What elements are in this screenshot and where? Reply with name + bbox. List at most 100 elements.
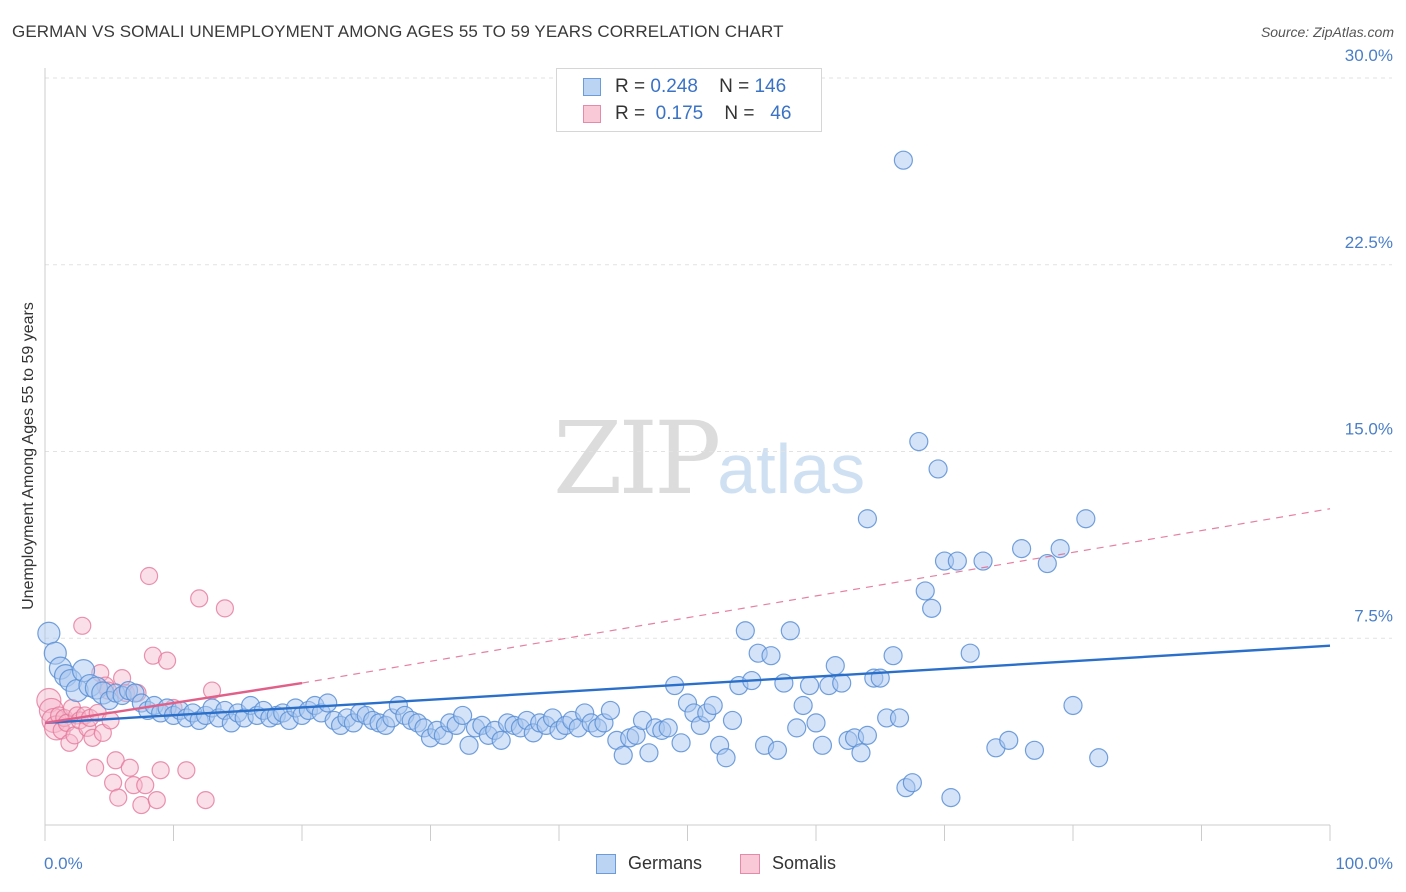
somali-point	[151, 761, 170, 780]
x-tick-label-max: 100.0%	[1335, 854, 1393, 873]
german-point	[960, 643, 980, 663]
somali-point	[190, 589, 209, 608]
german-point	[909, 431, 929, 452]
somali-point	[136, 776, 155, 795]
german-point	[851, 743, 871, 763]
germans-n-value: 146	[754, 76, 787, 97]
somali-point	[177, 761, 196, 780]
german-point	[793, 695, 813, 716]
german-point	[639, 743, 659, 763]
german-point	[973, 551, 993, 571]
grid-layer	[45, 77, 1392, 639]
somali-point	[86, 758, 105, 777]
german-point	[1089, 748, 1109, 768]
somali-point	[106, 751, 125, 770]
german-point	[799, 675, 820, 696]
somali-point	[132, 795, 151, 815]
legend-somalis-text: R = 0.175 N = 46	[615, 103, 791, 125]
german-point	[613, 745, 633, 765]
german-point	[832, 673, 852, 693]
legend-germans-text: R = 0.248 N = 146	[615, 76, 786, 98]
german-point	[453, 705, 473, 726]
somali-point	[196, 790, 215, 810]
trend-layer	[44, 508, 1331, 725]
german-point	[716, 748, 736, 768]
germans-n-label: N =	[719, 76, 750, 97]
german-point	[1050, 539, 1070, 559]
germans-legend-label: Germans	[628, 853, 703, 873]
y-tick-label: 7.5%	[1354, 606, 1393, 625]
german-point	[902, 773, 922, 793]
german-point	[703, 695, 723, 716]
german-point	[1037, 553, 1057, 574]
somali-point	[83, 728, 102, 747]
german-point	[491, 730, 511, 750]
german-point	[600, 700, 621, 721]
somalis-swatch	[583, 105, 601, 123]
german-point	[787, 718, 807, 738]
german-point	[1024, 740, 1045, 760]
y-tick-label: 30.0%	[1345, 46, 1393, 65]
watermark-main: ZIP	[553, 400, 721, 517]
somalis-n-label: N =	[724, 103, 755, 124]
somali-point	[73, 616, 92, 635]
german-point	[857, 725, 878, 745]
german-point	[671, 733, 691, 753]
german-point	[928, 459, 948, 479]
german-point	[774, 673, 794, 693]
somali-point	[143, 646, 163, 665]
axis-layer	[44, 68, 1331, 841]
somalis-legend-label: Somalis	[772, 853, 837, 873]
german-point	[806, 713, 826, 733]
german-points-layer	[37, 150, 1109, 808]
german-point	[1076, 509, 1096, 529]
x-tick-label-min: 0.0%	[44, 854, 83, 873]
german-point	[767, 740, 788, 760]
german-point	[999, 730, 1019, 750]
german-point	[459, 735, 479, 755]
germans-r-label: R =	[615, 76, 646, 97]
german-point	[658, 718, 678, 738]
german-point	[947, 551, 967, 571]
german-point	[922, 598, 942, 618]
somalis-n-value: 46	[770, 103, 792, 124]
german-point	[857, 509, 878, 529]
somalis-r-label: R =	[615, 103, 646, 124]
german-point	[318, 693, 338, 713]
somali-trend-extension	[301, 508, 1331, 684]
german-trend-line	[44, 644, 1331, 725]
somali-point	[157, 651, 177, 670]
german-point	[893, 150, 913, 170]
german-point	[825, 656, 845, 676]
somali-point	[147, 790, 166, 810]
germans-legend-swatch	[596, 854, 616, 874]
y-tick-label: 22.5%	[1345, 233, 1393, 252]
somali-point	[215, 599, 234, 618]
german-point	[780, 621, 800, 641]
watermark: ZIPatlas	[553, 400, 865, 517]
chart-title: GERMAN VS SOMALI UNEMPLOYMENT AMONG AGES…	[12, 22, 784, 41]
somali-point	[139, 566, 159, 586]
somali-point	[109, 788, 128, 807]
germans-swatch	[583, 78, 601, 96]
german-point	[735, 621, 755, 641]
german-point	[1063, 695, 1083, 716]
watermark-sub: atlas	[717, 430, 866, 508]
german-point	[889, 708, 910, 728]
somali-point	[36, 687, 62, 714]
german-point	[883, 646, 903, 666]
germans-r-value: 0.248	[650, 76, 698, 97]
somali-trend-line	[44, 681, 303, 725]
german-point	[915, 581, 935, 601]
somalis-r-value: 0.175	[655, 103, 704, 124]
y-tick-label: 15.0%	[1345, 420, 1393, 439]
stats-legend: R = 0.248 N = 146 R = 0.175 N = 46	[556, 68, 822, 132]
german-point	[722, 710, 743, 731]
german-point	[941, 788, 961, 808]
german-point	[812, 735, 833, 755]
source-label: Source: ZipAtlas.com	[1260, 24, 1394, 40]
german-point	[37, 621, 61, 645]
somalis-legend-swatch	[740, 854, 760, 874]
tick-layer: 7.5% 15.0% 22.5% 30.0% 0.0% 100.0%	[44, 46, 1393, 873]
